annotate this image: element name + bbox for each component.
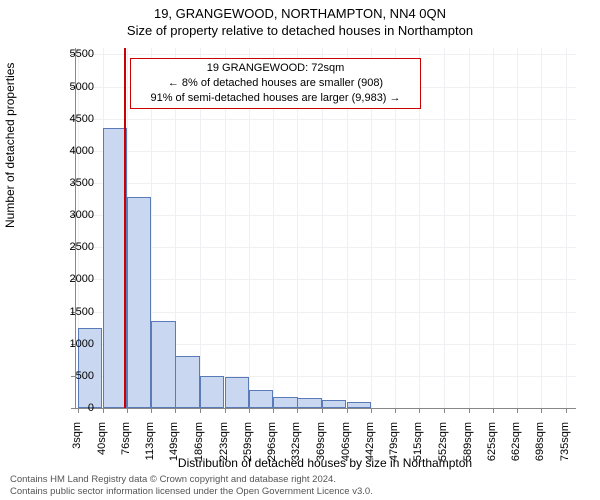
histogram-bar — [297, 398, 321, 408]
xtick-label: 296sqm — [266, 422, 278, 482]
xtick-mark — [444, 408, 445, 413]
xtick-label: 406sqm — [340, 422, 352, 482]
xtick-mark — [395, 408, 396, 413]
xtick-label: 698sqm — [534, 422, 546, 482]
histogram-bar — [249, 390, 273, 408]
ytick-label: 4000 — [34, 145, 94, 157]
gridline-v — [541, 48, 542, 408]
xtick-mark — [517, 408, 518, 413]
ytick-label: 5500 — [34, 48, 94, 60]
xtick-label: 40sqm — [96, 422, 108, 482]
y-axis-label: Number of detached properties — [3, 63, 17, 228]
gridline-v — [566, 48, 567, 408]
xtick-label: 662sqm — [510, 422, 522, 482]
ytick-label: 3500 — [34, 177, 94, 189]
ytick-label: 1500 — [34, 306, 94, 318]
xtick-mark — [493, 408, 494, 413]
xtick-mark — [175, 408, 176, 413]
xtick-mark — [469, 408, 470, 413]
gridline-v — [469, 48, 470, 408]
xtick-mark — [273, 408, 274, 413]
ytick-label: 1000 — [34, 338, 94, 350]
annotation-line: ← 8% of detached houses are smaller (908… — [137, 76, 414, 91]
chart-title: Size of property relative to detached ho… — [0, 23, 600, 38]
xtick-label: 223sqm — [218, 422, 230, 482]
xtick-label: 442sqm — [364, 422, 376, 482]
xtick-mark — [566, 408, 567, 413]
xtick-label: 113sqm — [144, 422, 156, 482]
xtick-mark — [127, 408, 128, 413]
xtick-mark — [225, 408, 226, 413]
gridline-v — [517, 48, 518, 408]
xtick-mark — [297, 408, 298, 413]
histogram-bar — [273, 397, 297, 408]
annotation-box: 19 GRANGEWOOD: 72sqm ← 8% of detached ho… — [130, 58, 421, 109]
ytick-label: 0 — [34, 402, 94, 414]
histogram-bar — [151, 321, 175, 408]
annotation-line: 91% of semi-detached houses are larger (… — [137, 91, 414, 106]
xtick-mark — [249, 408, 250, 413]
xtick-label: 515sqm — [412, 422, 424, 482]
histogram-bar — [347, 402, 371, 408]
xtick-label: 589sqm — [462, 422, 474, 482]
xtick-label: 479sqm — [388, 422, 400, 482]
xtick-mark — [151, 408, 152, 413]
xtick-label: 735sqm — [559, 422, 571, 482]
xtick-label: 369sqm — [315, 422, 327, 482]
xtick-mark — [419, 408, 420, 413]
histogram-bar — [127, 197, 151, 408]
xtick-label: 76sqm — [120, 422, 132, 482]
ytick-label: 3000 — [34, 209, 94, 221]
chart-supertitle: 19, GRANGEWOOD, NORTHAMPTON, NN4 0QN — [0, 6, 600, 21]
xtick-mark — [347, 408, 348, 413]
xtick-label: 149sqm — [168, 422, 180, 482]
xtick-mark — [200, 408, 201, 413]
xtick-label: 259sqm — [242, 422, 254, 482]
reference-line — [124, 48, 126, 408]
footer-line: Contains public sector information licen… — [10, 486, 590, 498]
xtick-label: 552sqm — [437, 422, 449, 482]
xtick-mark — [541, 408, 542, 413]
ytick-label: 4500 — [34, 113, 94, 125]
annotation-line: 19 GRANGEWOOD: 72sqm — [137, 61, 414, 76]
xtick-label: 3sqm — [71, 422, 83, 482]
ytick-label: 2000 — [34, 273, 94, 285]
chart-container: 19, GRANGEWOOD, NORTHAMPTON, NN4 0QN Siz… — [0, 0, 600, 500]
ytick-label: 2500 — [34, 241, 94, 253]
xtick-mark — [103, 408, 104, 413]
ytick-label: 5000 — [34, 81, 94, 93]
gridline-v — [493, 48, 494, 408]
histogram-bar — [175, 356, 199, 408]
histogram-bar — [322, 400, 346, 408]
ytick-label: 500 — [34, 370, 94, 382]
xtick-label: 332sqm — [290, 422, 302, 482]
xtick-label: 625sqm — [486, 422, 498, 482]
xtick-mark — [322, 408, 323, 413]
histogram-bar — [225, 377, 249, 409]
xtick-label: 186sqm — [193, 422, 205, 482]
gridline-v — [444, 48, 445, 408]
xtick-mark — [371, 408, 372, 413]
histogram-bar — [200, 376, 224, 408]
